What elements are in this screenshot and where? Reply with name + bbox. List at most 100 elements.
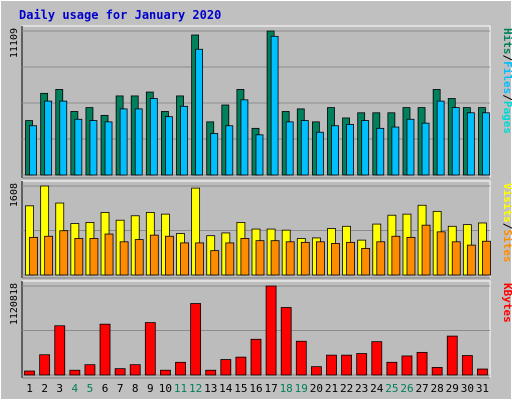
legend-entry-2: / bbox=[501, 55, 512, 62]
bar-files-6 bbox=[104, 121, 113, 176]
bar-kbytes-10 bbox=[160, 369, 171, 376]
bar-files-10 bbox=[165, 116, 173, 176]
bar-files-11 bbox=[180, 105, 188, 176]
bar-sites-28 bbox=[436, 231, 446, 276]
x-tick-label: 3 bbox=[56, 382, 63, 395]
panel-1: 11109 Hits/Files/Pages bbox=[9, 25, 512, 179]
bar-files-29 bbox=[451, 107, 460, 176]
bar-files-27 bbox=[421, 122, 430, 176]
bar-sites-1 bbox=[29, 236, 38, 276]
series-kbytes bbox=[24, 285, 488, 376]
bar-sites-25 bbox=[391, 235, 401, 276]
y-max-label: 1608 bbox=[9, 183, 20, 207]
bar-files-3 bbox=[59, 100, 68, 176]
bar-sites-10 bbox=[165, 235, 174, 276]
bar-files-25 bbox=[391, 126, 400, 176]
bar-kbytes-7 bbox=[114, 368, 126, 376]
x-tick-label: 29 bbox=[446, 382, 459, 395]
bar-files-17 bbox=[270, 35, 279, 176]
bar-sites-11 bbox=[180, 242, 189, 276]
bar-kbytes-22 bbox=[341, 354, 352, 376]
legend-entry-1: Visits bbox=[501, 183, 512, 223]
bar-kbytes-30 bbox=[461, 355, 473, 376]
bar-kbytes-31 bbox=[477, 368, 488, 376]
bar-files-4 bbox=[74, 118, 83, 176]
bar-files-30 bbox=[466, 112, 475, 176]
bar-kbytes-4 bbox=[69, 369, 81, 376]
legend-entry-3: Files bbox=[501, 61, 512, 94]
bar-files-24 bbox=[376, 127, 385, 176]
x-tick-label: 28 bbox=[431, 382, 444, 395]
bar-kbytes-9 bbox=[144, 322, 156, 376]
legend: Visits/Sites bbox=[501, 183, 512, 263]
bar-sites-30 bbox=[466, 244, 476, 276]
bar-sites-3 bbox=[59, 230, 69, 276]
series-files bbox=[29, 35, 490, 176]
bar-files-1 bbox=[29, 125, 37, 176]
bar-sites-19 bbox=[300, 241, 310, 276]
bar-kbytes-1 bbox=[24, 370, 35, 376]
bar-kbytes-12 bbox=[190, 303, 202, 376]
bar-sites-13 bbox=[210, 250, 220, 276]
bar-files-13 bbox=[210, 133, 219, 176]
x-tick-label: 31 bbox=[476, 382, 489, 395]
x-tick-label: 9 bbox=[147, 382, 154, 395]
x-tick-label: 25 bbox=[385, 382, 398, 395]
bar-kbytes-20 bbox=[310, 366, 322, 376]
bar-files-16 bbox=[255, 134, 264, 176]
bar-sites-21 bbox=[331, 243, 340, 276]
bar-files-26 bbox=[406, 118, 415, 176]
bar-kbytes-13 bbox=[205, 369, 217, 376]
bar-kbytes-16 bbox=[250, 338, 262, 376]
x-tick-label: 26 bbox=[400, 382, 413, 395]
bar-sites-31 bbox=[482, 240, 491, 276]
bar-kbytes-25 bbox=[386, 361, 398, 376]
x-tick-label: 20 bbox=[310, 382, 323, 395]
legend-entry-1: Hits bbox=[501, 28, 512, 55]
bar-files-28 bbox=[436, 100, 445, 176]
x-tick-label: 21 bbox=[325, 382, 338, 395]
x-tick-labels: 1 2 3 4 5 6 7 8 9 10 11 12 13 14 15 16 17 18 19 20 21 22 23 24 2… bbox=[26, 382, 489, 395]
bar-files-23 bbox=[361, 120, 370, 176]
bar-kbytes-17 bbox=[265, 285, 277, 376]
legend: Hits/Files/Pages bbox=[501, 28, 512, 134]
x-tick-label: 7 bbox=[117, 382, 124, 395]
x-tick-label: 5 bbox=[87, 382, 94, 395]
x-tick-label: 4 bbox=[72, 382, 79, 395]
bar-kbytes-2 bbox=[39, 354, 51, 376]
bar-sites-27 bbox=[421, 224, 431, 276]
x-tick-label: 30 bbox=[461, 382, 474, 395]
bar-files-14 bbox=[225, 125, 234, 176]
bar-sites-9 bbox=[149, 234, 159, 276]
x-tick-label: 22 bbox=[340, 382, 353, 395]
bar-sites-4 bbox=[74, 238, 84, 276]
bar-kbytes-29 bbox=[446, 335, 458, 376]
bar-files-19 bbox=[300, 120, 309, 176]
legend-entry-2: / bbox=[501, 223, 512, 230]
x-tick-label: 17 bbox=[264, 382, 277, 395]
x-tick-label: 18 bbox=[280, 382, 293, 395]
x-tick-label: 24 bbox=[370, 382, 384, 395]
x-tick-label: 11 bbox=[174, 382, 187, 395]
series-sites bbox=[29, 224, 491, 276]
bar-kbytes-24 bbox=[371, 341, 383, 376]
panel-3: 1120818 KBytes bbox=[9, 280, 512, 379]
bar-files-31 bbox=[482, 112, 490, 176]
bar-sites-5 bbox=[89, 238, 99, 276]
bar-kbytes-11 bbox=[175, 361, 186, 376]
bar-files-5 bbox=[89, 120, 98, 176]
bar-kbytes-26 bbox=[401, 355, 413, 376]
bar-kbytes-14 bbox=[220, 359, 232, 376]
bar-sites-8 bbox=[134, 239, 144, 276]
legend-entry-4: / bbox=[501, 94, 512, 101]
chart-title: Daily usage for January 2020 bbox=[19, 8, 221, 22]
bar-files-12 bbox=[195, 48, 204, 176]
x-tick-label: 23 bbox=[355, 382, 368, 395]
series-hits bbox=[25, 30, 486, 176]
bar-sites-2 bbox=[44, 235, 54, 276]
bar-files-20 bbox=[315, 131, 324, 176]
y-max-label: 11109 bbox=[9, 28, 20, 58]
bar-files-21 bbox=[331, 125, 339, 176]
bar-files-22 bbox=[346, 124, 354, 176]
